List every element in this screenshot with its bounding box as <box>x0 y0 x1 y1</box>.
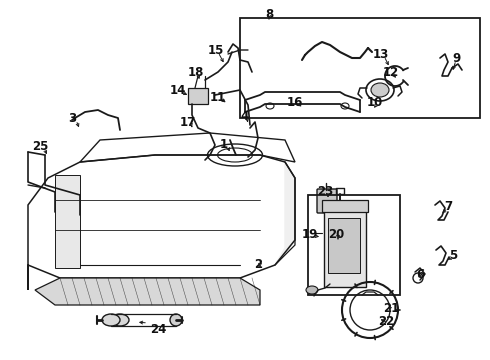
Text: 23: 23 <box>317 185 333 198</box>
Text: 2: 2 <box>254 258 262 271</box>
Text: 18: 18 <box>188 66 204 79</box>
Ellipse shape <box>111 314 129 326</box>
Text: 16: 16 <box>287 96 303 109</box>
Text: 17: 17 <box>180 116 196 129</box>
Text: 15: 15 <box>208 44 224 57</box>
Bar <box>308 195 400 295</box>
Text: 12: 12 <box>383 66 399 79</box>
Text: 8: 8 <box>265 8 273 21</box>
Polygon shape <box>35 278 260 305</box>
Text: 7: 7 <box>444 200 452 213</box>
FancyBboxPatch shape <box>317 189 337 213</box>
Bar <box>322 200 368 212</box>
Ellipse shape <box>102 314 120 326</box>
Ellipse shape <box>371 83 389 97</box>
Text: 13: 13 <box>373 48 389 61</box>
Text: 4: 4 <box>241 110 249 123</box>
Text: 9: 9 <box>452 52 460 65</box>
Bar <box>328 218 360 273</box>
Text: 11: 11 <box>210 91 226 104</box>
Text: 25: 25 <box>32 140 48 153</box>
Bar <box>188 88 208 104</box>
Text: 1: 1 <box>220 138 228 151</box>
Text: 5: 5 <box>449 249 457 262</box>
Ellipse shape <box>170 314 182 326</box>
Text: 24: 24 <box>150 323 166 336</box>
Polygon shape <box>275 162 295 265</box>
Bar <box>324 205 366 287</box>
Text: 22: 22 <box>378 315 394 328</box>
Text: 14: 14 <box>170 84 186 97</box>
Text: 3: 3 <box>68 112 76 125</box>
Text: 20: 20 <box>328 228 344 241</box>
Text: 21: 21 <box>383 302 399 315</box>
Ellipse shape <box>306 286 318 294</box>
Bar <box>240 18 480 118</box>
Text: 6: 6 <box>416 268 424 281</box>
Text: 10: 10 <box>367 96 383 109</box>
Polygon shape <box>55 175 80 268</box>
Text: 19: 19 <box>302 228 318 241</box>
